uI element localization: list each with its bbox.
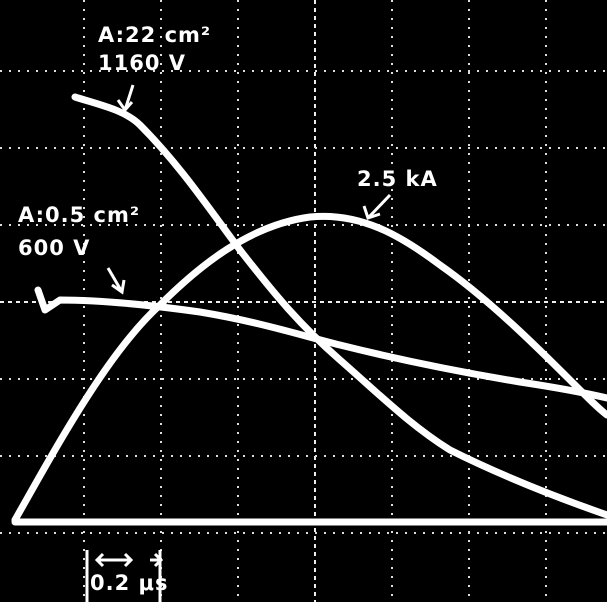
voltage-trace-small: [34, 286, 607, 402]
annotation: A:0.5 cm²: [18, 203, 140, 227]
annotation: 600 V: [18, 236, 90, 260]
arrows: [85, 84, 392, 602]
time-arrow: [94, 552, 134, 568]
annotation: A:22 cm²: [98, 23, 211, 47]
time-scale-label: 0.2 μs: [90, 571, 168, 595]
arrow: [362, 193, 392, 220]
annotation: 1160 V: [98, 51, 186, 75]
annotation: 2.5 kA: [357, 167, 438, 191]
arrow: [116, 84, 135, 113]
arrow: [106, 267, 126, 295]
traces: [11, 93, 607, 526]
voltage-trace-large: [71, 93, 607, 519]
current-trace: [11, 212, 607, 524]
